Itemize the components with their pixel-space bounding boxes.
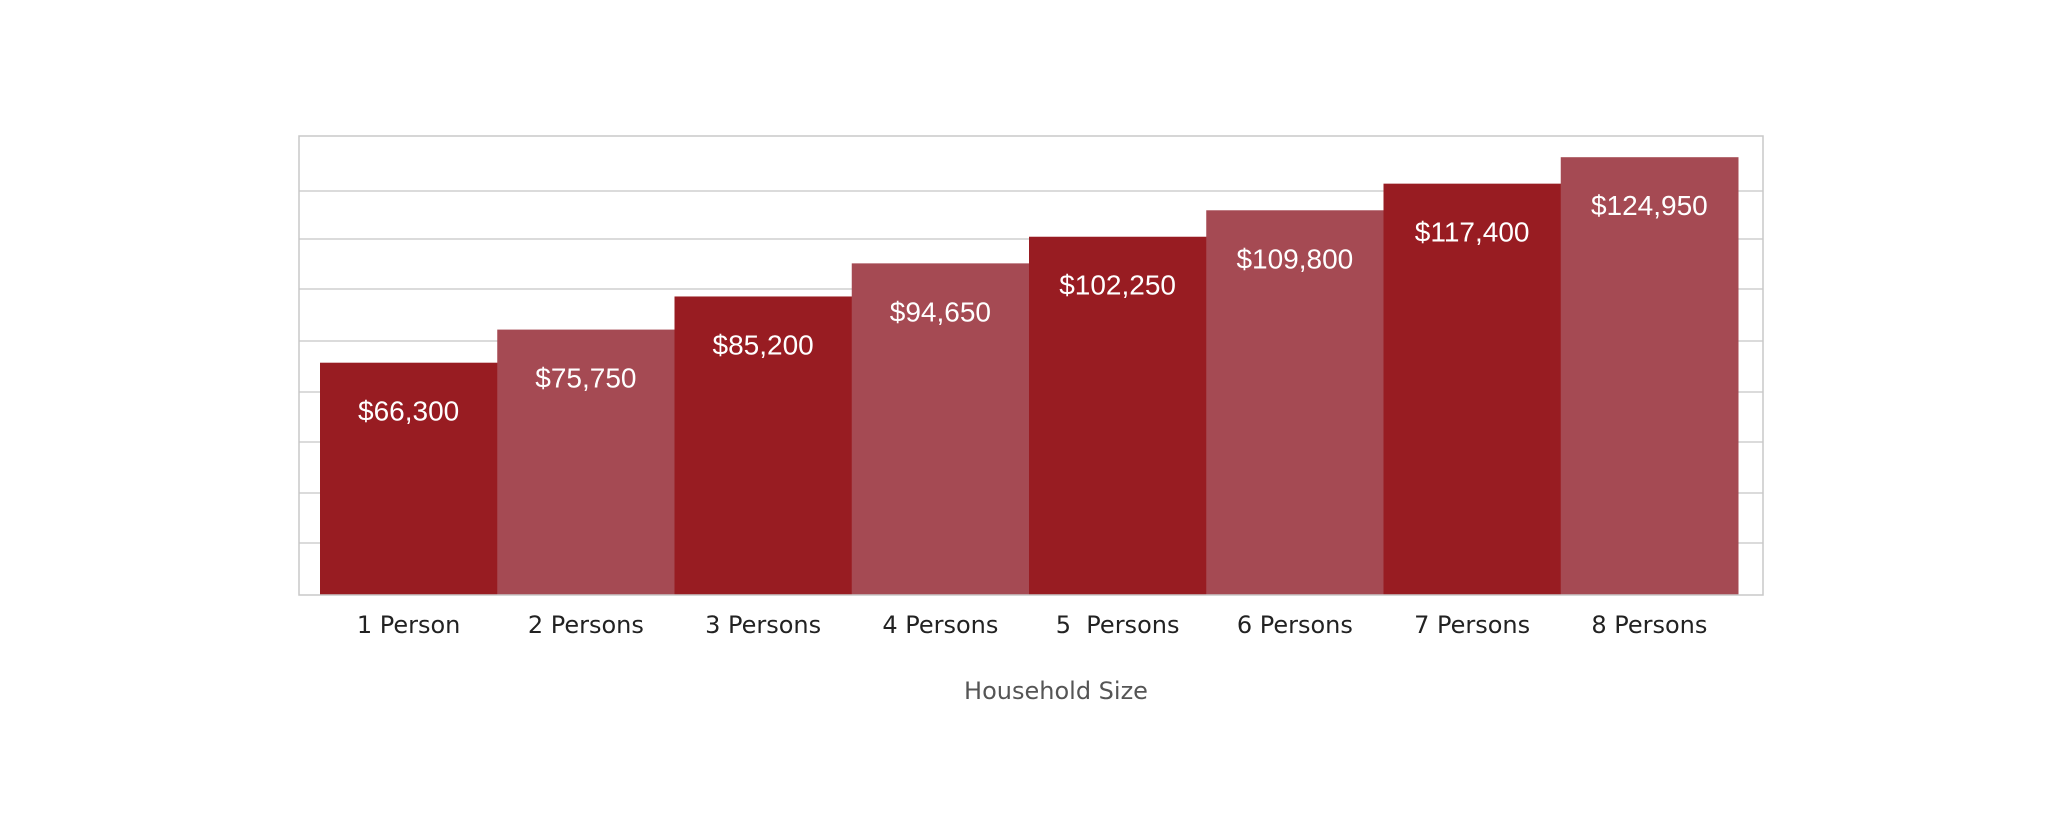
bar: [1206, 210, 1384, 595]
bar: [1029, 236, 1207, 595]
category-label: 6 Persons: [1237, 611, 1353, 639]
bars: [320, 157, 1739, 595]
value-labels: $66,300 $75,750 $85,200 $94,650 $102,250 $109…: [358, 190, 1708, 426]
bar-value-label: $66,300: [358, 396, 459, 427]
bar-value-label: $109,800: [1236, 243, 1353, 274]
bar: [851, 263, 1030, 595]
x-axis-title: Household Size: [964, 677, 1148, 705]
category-labels: 1 Person 2 Persons 3 Persons 4 Persons 5 Per…: [357, 611, 1708, 639]
bar-value-label: $75,750: [535, 363, 636, 394]
bar: [1560, 157, 1739, 595]
category-label: 4 Persons: [882, 611, 998, 639]
bar: [497, 329, 675, 595]
bar: [674, 296, 853, 595]
category-label: 7 Persons: [1414, 611, 1530, 639]
plot-frame: [298, 135, 1764, 596]
category-label: 5 Persons: [1056, 611, 1180, 639]
category-label: 8 Persons: [1591, 611, 1707, 639]
bar-value-label: $124,950: [1591, 190, 1708, 221]
bar: [320, 362, 498, 595]
bar: [1383, 183, 1562, 595]
bar-value-label: $94,650: [890, 296, 991, 327]
category-label: 3 Persons: [705, 611, 821, 639]
category-label: 1 Person: [357, 611, 461, 639]
bar-value-label: $102,250: [1059, 270, 1176, 301]
bar-value-label: $85,200: [713, 329, 814, 360]
category-label: 2 Persons: [528, 611, 644, 639]
bar-value-label: $117,400: [1415, 217, 1530, 248]
